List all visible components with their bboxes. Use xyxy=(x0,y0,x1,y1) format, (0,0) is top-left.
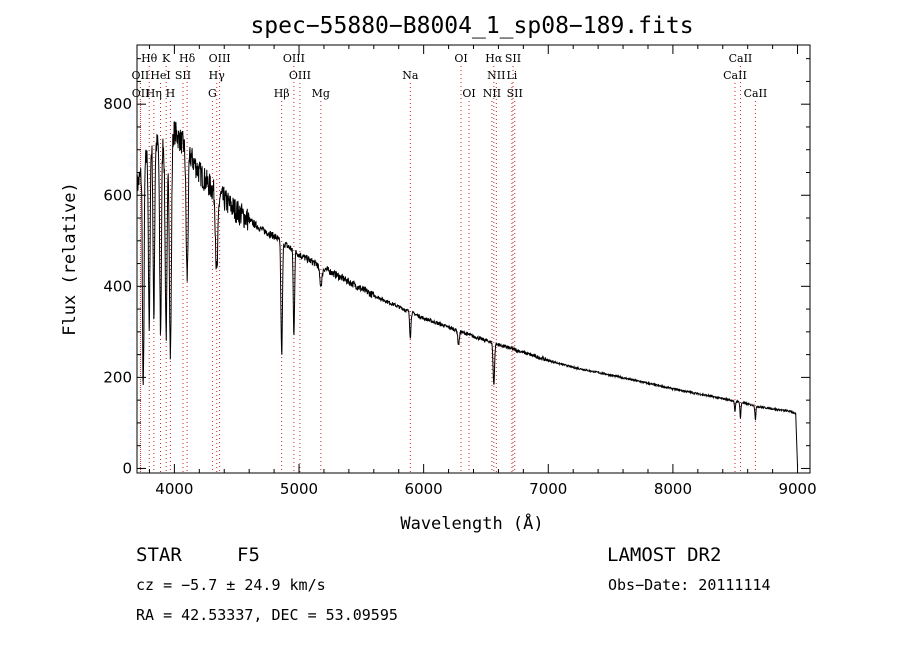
spectrum-line xyxy=(136,121,798,467)
line-marker-label: NII xyxy=(483,87,501,100)
plot-frame xyxy=(136,44,811,474)
line-marker-label: H xyxy=(166,87,176,100)
y-axis-label: Flux (relative) xyxy=(60,182,80,336)
line-marker-label: CaII xyxy=(723,69,747,82)
line-marker-label: Li xyxy=(506,69,517,82)
y-tick-label: 800 xyxy=(103,95,132,113)
x-tick-label: 9000 xyxy=(778,480,816,498)
line-marker-label: Mg xyxy=(312,87,330,100)
line-marker-label: CaII xyxy=(744,87,768,100)
line-marker-label: Na xyxy=(402,69,419,82)
line-marker-label: Hθ xyxy=(141,52,158,65)
line-marker-label: SII xyxy=(175,69,191,82)
line-marker-label: K xyxy=(162,52,171,65)
line-marker-label: Hγ xyxy=(209,69,226,82)
line-marker-label: Hδ xyxy=(179,52,196,65)
line-marker-label: OIII xyxy=(209,52,231,65)
y-tick-label: 600 xyxy=(103,186,132,204)
line-marker-label: G xyxy=(208,87,217,100)
line-marker-label: HeI xyxy=(150,69,170,82)
x-tick-label: 5000 xyxy=(280,480,318,498)
spectral-subclass: F5 xyxy=(237,544,260,566)
x-tick-label: 6000 xyxy=(405,480,443,498)
y-tick-label: 200 xyxy=(103,368,132,386)
line-marker-label: OII xyxy=(132,87,150,100)
line-marker-label: OIII xyxy=(289,69,311,82)
line-marker-label: OI xyxy=(462,87,475,100)
line-marker-label: OI xyxy=(454,52,467,65)
line-marker-label: Hη xyxy=(146,87,162,100)
object-class: STAR xyxy=(136,544,182,566)
y-tick-label: 0 xyxy=(122,459,132,477)
line-marker-label: Hα xyxy=(485,52,503,65)
survey-name: LAMOST DR2 xyxy=(607,544,721,566)
x-tick-label: 4000 xyxy=(155,480,193,498)
y-tick-label: 400 xyxy=(103,277,132,295)
line-marker-label: OII xyxy=(132,69,150,82)
x-tick-label: 7000 xyxy=(529,480,567,498)
line-marker-label: SII xyxy=(507,87,523,100)
chart-title: spec−55880−B8004_1_sp08−189.fits xyxy=(250,13,693,39)
x-tick-label: 8000 xyxy=(654,480,692,498)
line-marker-label: Hβ xyxy=(274,87,290,100)
line-marker-label: NII xyxy=(487,69,505,82)
observation-date: Obs−Date: 20111114 xyxy=(608,576,771,594)
redshift-cz: cz = −5.7 ± 24.9 km/s xyxy=(136,576,326,594)
sky-coordinates: RA = 42.53337, DEC = 53.09595 xyxy=(136,606,398,624)
axis-ticks: 4000 5000 6000 7000 8000 9000 0 200 400 600 800 xyxy=(103,45,817,498)
line-marker-label: CaII xyxy=(729,52,753,65)
line-marker-label: OIII xyxy=(283,52,305,65)
x-axis-label: Wavelength (Å) xyxy=(400,512,543,534)
line-marker-label: SII xyxy=(505,52,521,65)
